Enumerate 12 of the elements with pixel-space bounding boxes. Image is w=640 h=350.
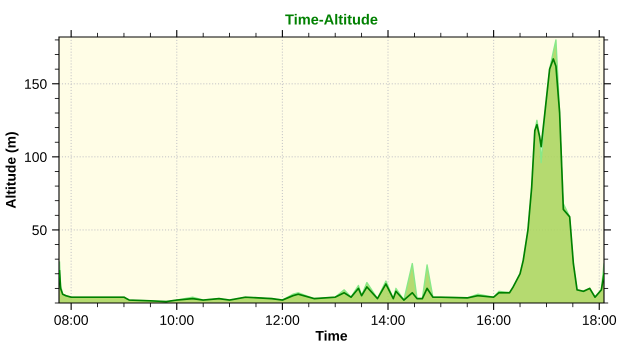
- x-tick-label: 12:00: [266, 315, 300, 326]
- x-tick-label: 16:00: [477, 315, 510, 326]
- x-tick-label: 08:00: [54, 315, 88, 326]
- y-tick-label: 50: [32, 225, 47, 236]
- x-tick-label: 14:00: [372, 315, 405, 326]
- chart-title: Time-Altitude: [285, 14, 378, 25]
- y-axis-title: Altitude (m): [6, 132, 18, 208]
- x-tick-label: 10:00: [160, 315, 194, 326]
- y-tick-label: 100: [25, 152, 47, 162]
- x-tick-label: 18:00: [582, 315, 616, 326]
- x-axis-title: Time: [316, 330, 348, 341]
- y-tick-label: 150: [25, 79, 47, 89]
